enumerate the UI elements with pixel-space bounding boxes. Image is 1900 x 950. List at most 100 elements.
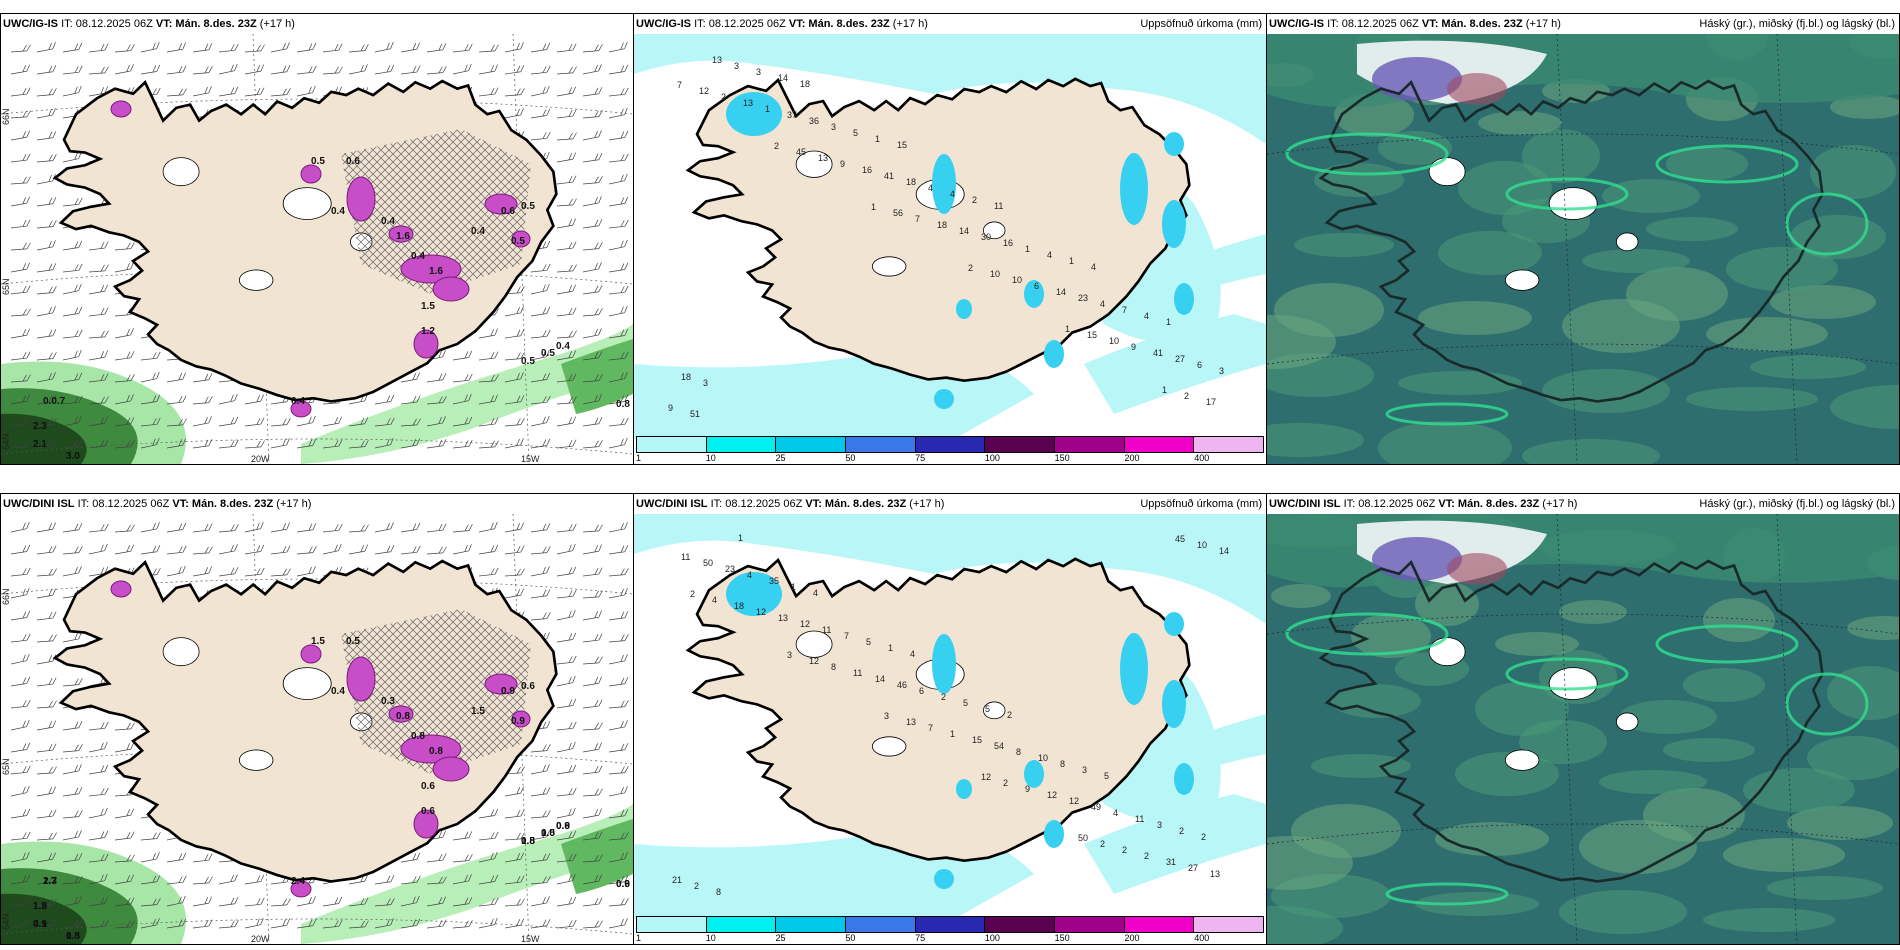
- snow-value: 1.0: [541, 828, 555, 839]
- wind-barb: [556, 523, 577, 533]
- wind-barb: [218, 439, 239, 449]
- wind-barb: [10, 87, 31, 97]
- precip-value: 36: [809, 116, 819, 126]
- wind-barb: [582, 196, 602, 207]
- wind-barb: [452, 544, 472, 555]
- wind-barb: [504, 809, 525, 819]
- colorbar-cell: [706, 917, 777, 932]
- snow-value: 1.2: [421, 326, 435, 337]
- panel-bottom-middle: UWC/DINI ISL IT: 08.12.2025 06Z VT: Mán.…: [633, 493, 1267, 945]
- wind-barb: [530, 853, 551, 863]
- precip-value: 13: [712, 55, 722, 65]
- lead-time: (+17 h): [259, 18, 295, 30]
- wind-barb: [374, 437, 394, 449]
- wind-barb: [192, 523, 213, 533]
- wind-barb: [400, 418, 421, 427]
- it-label: IT: 08.12.2025 06Z: [77, 498, 170, 510]
- colorbar-cell: [706, 437, 777, 452]
- cloud-contours: [1285, 132, 1869, 426]
- wind-barb: [556, 307, 577, 317]
- wind-barb: [88, 919, 109, 929]
- snow-value: 1.5: [33, 901, 47, 912]
- wind-barb: [88, 853, 109, 863]
- colorbar-cell: [915, 917, 986, 932]
- panel-top-left: UWC/IG-IS IT: 08.12.2025 06Z VT: Mán. 8.…: [0, 13, 634, 465]
- wind-barb: [36, 568, 57, 577]
- precip-value: 1: [1166, 317, 1171, 327]
- precip-value: 2: [1184, 391, 1189, 401]
- precip-value: 11: [1135, 814, 1144, 824]
- wind-barb: [10, 831, 31, 841]
- wind-barb: [608, 568, 629, 577]
- wind-barb: [218, 544, 238, 555]
- precip-value: 2: [941, 692, 946, 702]
- wind-barb: [530, 896, 550, 907]
- wind-barb: [270, 545, 291, 555]
- colorbar-cell: [846, 917, 916, 932]
- wind-barb: [556, 43, 577, 53]
- precip-value: 50: [703, 558, 713, 568]
- wind-barb: [478, 544, 499, 555]
- panel-bottom-left: UWC/DINI ISL IT: 08.12.2025 06Z VT: Mán.…: [0, 493, 634, 945]
- wind-barb: [608, 87, 629, 97]
- snow-value: 0.9: [33, 919, 47, 930]
- wind-barb: [452, 524, 473, 533]
- snow-value: 0.3: [381, 696, 395, 707]
- wind-barb: [270, 898, 291, 907]
- wind-barb: [36, 42, 56, 53]
- wind-barb: [36, 286, 57, 295]
- precip-value: 54: [994, 741, 1004, 751]
- wind-barb: [478, 417, 499, 427]
- model-name: UWC/IG-IS: [636, 18, 691, 30]
- precip-value: 18: [681, 372, 691, 382]
- wind-barb: [10, 610, 31, 621]
- wind-barb: [530, 65, 551, 75]
- precip-value: 2: [721, 92, 726, 102]
- precip-value: 12: [809, 656, 819, 666]
- precip-value: 49: [1091, 802, 1101, 812]
- wind-barb: [88, 741, 108, 753]
- wind-barb: [374, 875, 395, 885]
- wind-barb: [296, 546, 317, 555]
- snow-value: 1.5: [421, 301, 435, 312]
- snow-value: 0.4: [556, 341, 570, 352]
- wind-barb: [192, 396, 213, 405]
- colorbar-tick: 200: [1124, 933, 1140, 943]
- wind-barb: [582, 417, 603, 427]
- wind-barb: [88, 416, 108, 427]
- wind-barb: [556, 66, 577, 75]
- model-name: UWC/IG-IS: [1269, 18, 1324, 30]
- precip-value: 2: [968, 263, 973, 273]
- wind-barb: [192, 896, 212, 907]
- wind-barb: [62, 896, 82, 907]
- wind-barb: [556, 830, 577, 841]
- wind-barb: [348, 440, 369, 449]
- precip-value: 3: [831, 122, 836, 132]
- precip-value: 14: [875, 674, 885, 684]
- snow-value: 0.6: [421, 806, 435, 817]
- wind-barb: [582, 87, 603, 97]
- wind-barb: [556, 284, 576, 295]
- wind-barb: [556, 589, 577, 599]
- wind-barb: [478, 521, 498, 533]
- wind-barb: [556, 896, 577, 907]
- wind-barb: [322, 416, 342, 427]
- graticule: [1267, 514, 1899, 944]
- wind-barb: [556, 264, 577, 273]
- wind-barb: [270, 65, 291, 75]
- wind-barb: [166, 895, 186, 907]
- snow-value: 0.4: [411, 251, 425, 262]
- precip-value: 8: [1016, 747, 1021, 757]
- wind-barb: [244, 64, 264, 75]
- wind-barb: [400, 875, 421, 885]
- wind-barb: [530, 306, 551, 317]
- wind-barb: [530, 919, 551, 929]
- lead-time: (+17 h): [1542, 498, 1578, 510]
- precip-value: 7: [928, 723, 933, 733]
- wind-barb: [478, 917, 498, 929]
- precip-value: 7: [915, 214, 920, 224]
- precip-value: 5: [963, 698, 968, 708]
- wind-barb: [452, 831, 473, 841]
- wind-barb: [426, 523, 447, 533]
- snow-wind-map: 2.31.54.11.80.90.81.00.90.80.80.80.30.9 0…: [1, 514, 633, 944]
